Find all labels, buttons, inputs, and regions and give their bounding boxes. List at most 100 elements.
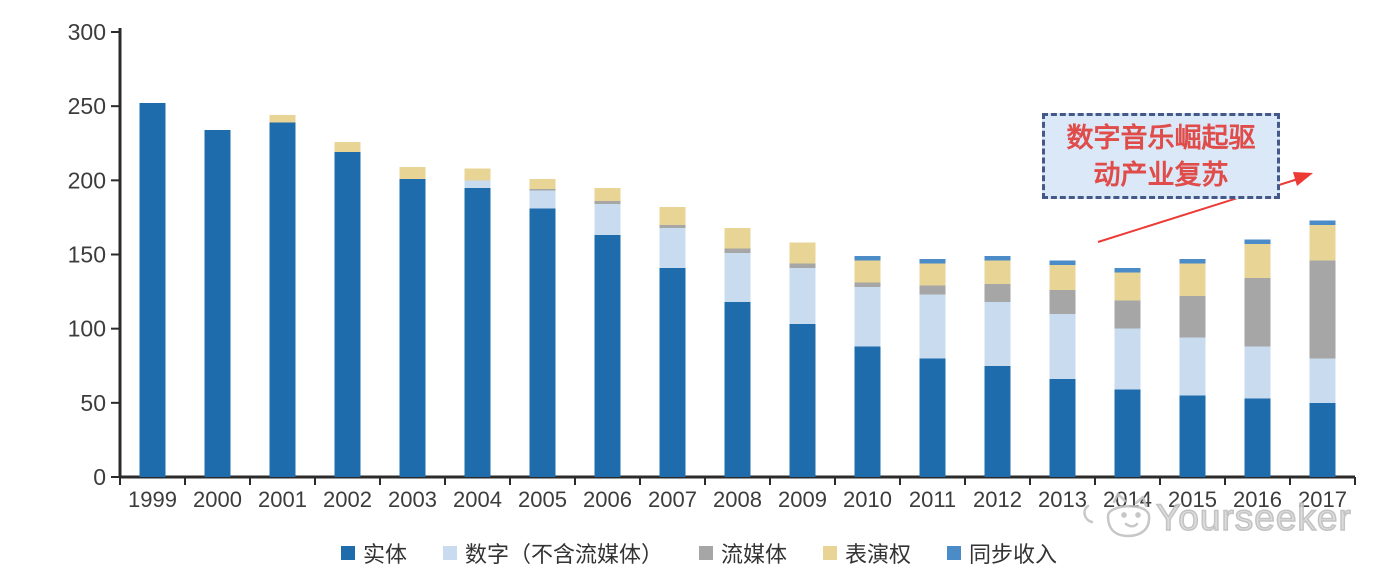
- bar-segment-2013-s4: [1049, 260, 1076, 265]
- x-axis-label: 2001: [258, 487, 307, 512]
- x-axis-label: 1999: [128, 487, 177, 512]
- bar-segment-2012-s4: [984, 255, 1011, 261]
- x-axis-label: 2010: [843, 487, 892, 512]
- bar-segment-2016-s0: [1244, 398, 1271, 477]
- bar-segment-2013-s1: [1049, 313, 1076, 380]
- bar-segment-2017-s0: [1309, 402, 1336, 477]
- legend-label: 表演权: [845, 542, 912, 567]
- x-axis-label: 2007: [648, 487, 697, 512]
- bar-segment-2009-s3: [789, 242, 816, 264]
- bar-segment-2011-s0: [919, 358, 946, 477]
- x-axis-label: 2013: [1038, 487, 1087, 512]
- x-axis-label: 2004: [453, 487, 502, 512]
- y-axis-label: 50: [80, 390, 106, 416]
- bar-segment-2004-s3: [464, 168, 491, 181]
- bar-segment-2011-s3: [919, 263, 946, 286]
- x-axis-label: 2014: [1103, 487, 1152, 512]
- bar-segment-2000-s0: [204, 129, 231, 477]
- x-axis-label: 2005: [518, 487, 567, 512]
- bar-segment-2008-s0: [724, 301, 751, 477]
- bar-segment-2005-s0: [529, 208, 556, 477]
- legend-item-4: 同步收入: [947, 537, 1057, 569]
- bar-segment-2012-s1: [984, 301, 1011, 366]
- chart-legend: 实体 数字（不含流媒体） 流媒体 表演权 同步收入: [0, 537, 1398, 569]
- bar-segment-2011-s4: [919, 258, 946, 264]
- bar-segment-2005-s3: [529, 178, 556, 190]
- bar-segment-2002-s0: [334, 152, 361, 477]
- annotation-line-2: 动产业复苏: [1093, 160, 1229, 190]
- annotation-line-1: 数字音乐崛起驱: [1066, 123, 1256, 153]
- bar-segment-2009-s1: [789, 267, 816, 325]
- y-axis-label: 100: [68, 316, 106, 342]
- bar-segment-2006-s3: [594, 187, 621, 202]
- legend-label: 流媒体: [720, 542, 787, 567]
- x-axis-label: 2011: [909, 487, 956, 512]
- legend-label: 实体: [362, 542, 407, 567]
- bar-segment-2014-s2: [1114, 300, 1141, 329]
- bar-segment-2009-s0: [789, 324, 816, 477]
- bar-segment-2010-s2: [854, 282, 881, 288]
- bar-segment-2015-s1: [1179, 337, 1206, 396]
- legend-item-3: 表演权: [823, 537, 911, 569]
- bar-segment-2012-s0: [984, 365, 1011, 477]
- bar-segment-2003-s3: [399, 166, 426, 179]
- bar-segment-2013-s3: [1049, 264, 1076, 291]
- y-axis-label: 150: [68, 242, 106, 268]
- y-axis-label: 0: [93, 464, 106, 490]
- bar-segment-2004-s1: [464, 180, 491, 188]
- y-axis-label: 200: [68, 167, 106, 193]
- bar-segment-2014-s1: [1114, 328, 1141, 390]
- bar-segment-2015-s3: [1179, 263, 1206, 297]
- legend-label: 数字（不含流媒体）: [464, 542, 663, 567]
- bar-segment-2007-s1: [659, 227, 686, 268]
- legend-swatch-icon: [698, 546, 713, 560]
- bar-segment-2012-s2: [984, 284, 1011, 302]
- legend-item-0: 实体: [340, 537, 407, 569]
- bar-segment-2015-s0: [1179, 395, 1206, 477]
- x-axis-label: 2015: [1168, 487, 1217, 512]
- bar-segment-2009-s2: [789, 263, 816, 268]
- x-axis-label: 2006: [583, 487, 632, 512]
- bar-segment-2017-s1: [1309, 358, 1336, 403]
- bar-segment-2002-s3: [334, 141, 361, 153]
- bar-segment-2007-s2: [659, 224, 686, 228]
- x-axis-label: 2012: [973, 487, 1022, 512]
- bar-segment-2008-s3: [724, 227, 751, 249]
- legend-swatch-icon: [442, 546, 457, 560]
- bar-segment-2015-s4: [1179, 258, 1206, 264]
- legend-label: 同步收入: [969, 542, 1058, 567]
- x-axis-label: 2000: [193, 487, 242, 512]
- bar-segment-2014-s4: [1114, 267, 1141, 273]
- bar-segment-2005-s2: [529, 189, 556, 191]
- bar-segment-2012-s3: [984, 260, 1011, 285]
- bar-segment-2016-s1: [1244, 346, 1271, 399]
- legend-swatch-icon: [340, 546, 355, 560]
- bar-segment-2007-s3: [659, 207, 686, 225]
- bar-segment-2017-s4: [1309, 220, 1336, 225]
- legend-item-1: 数字（不含流媒体）: [442, 537, 663, 569]
- bar-segment-2006-s1: [594, 204, 621, 236]
- bar-segment-2007-s0: [659, 267, 686, 477]
- bar-segment-2014-s0: [1114, 389, 1141, 477]
- bar-segment-2016-s3: [1244, 244, 1271, 279]
- y-axis-label: 300: [68, 19, 106, 45]
- bar-segment-2010-s3: [854, 260, 881, 283]
- bar-segment-2010-s4: [854, 255, 881, 261]
- bar-segment-2008-s1: [724, 253, 751, 302]
- x-axis-label: 2002: [323, 487, 372, 512]
- bar-segment-2010-s0: [854, 346, 881, 477]
- bar-segment-2013-s2: [1049, 290, 1076, 314]
- bar-segment-2010-s1: [854, 287, 881, 347]
- bar-segment-2015-s2: [1179, 296, 1206, 338]
- bar-segment-2016-s4: [1244, 239, 1271, 245]
- x-axis-label: 2017: [1298, 487, 1347, 512]
- bar-segment-2001-s0: [269, 122, 296, 477]
- bar-segment-2004-s0: [464, 187, 491, 477]
- x-axis-label: 2003: [388, 487, 437, 512]
- bar-segment-2011-s1: [919, 294, 946, 359]
- bar-segment-2013-s0: [1049, 379, 1076, 477]
- annotation-arrow-head: [1293, 172, 1313, 186]
- legend-swatch-icon: [947, 546, 962, 560]
